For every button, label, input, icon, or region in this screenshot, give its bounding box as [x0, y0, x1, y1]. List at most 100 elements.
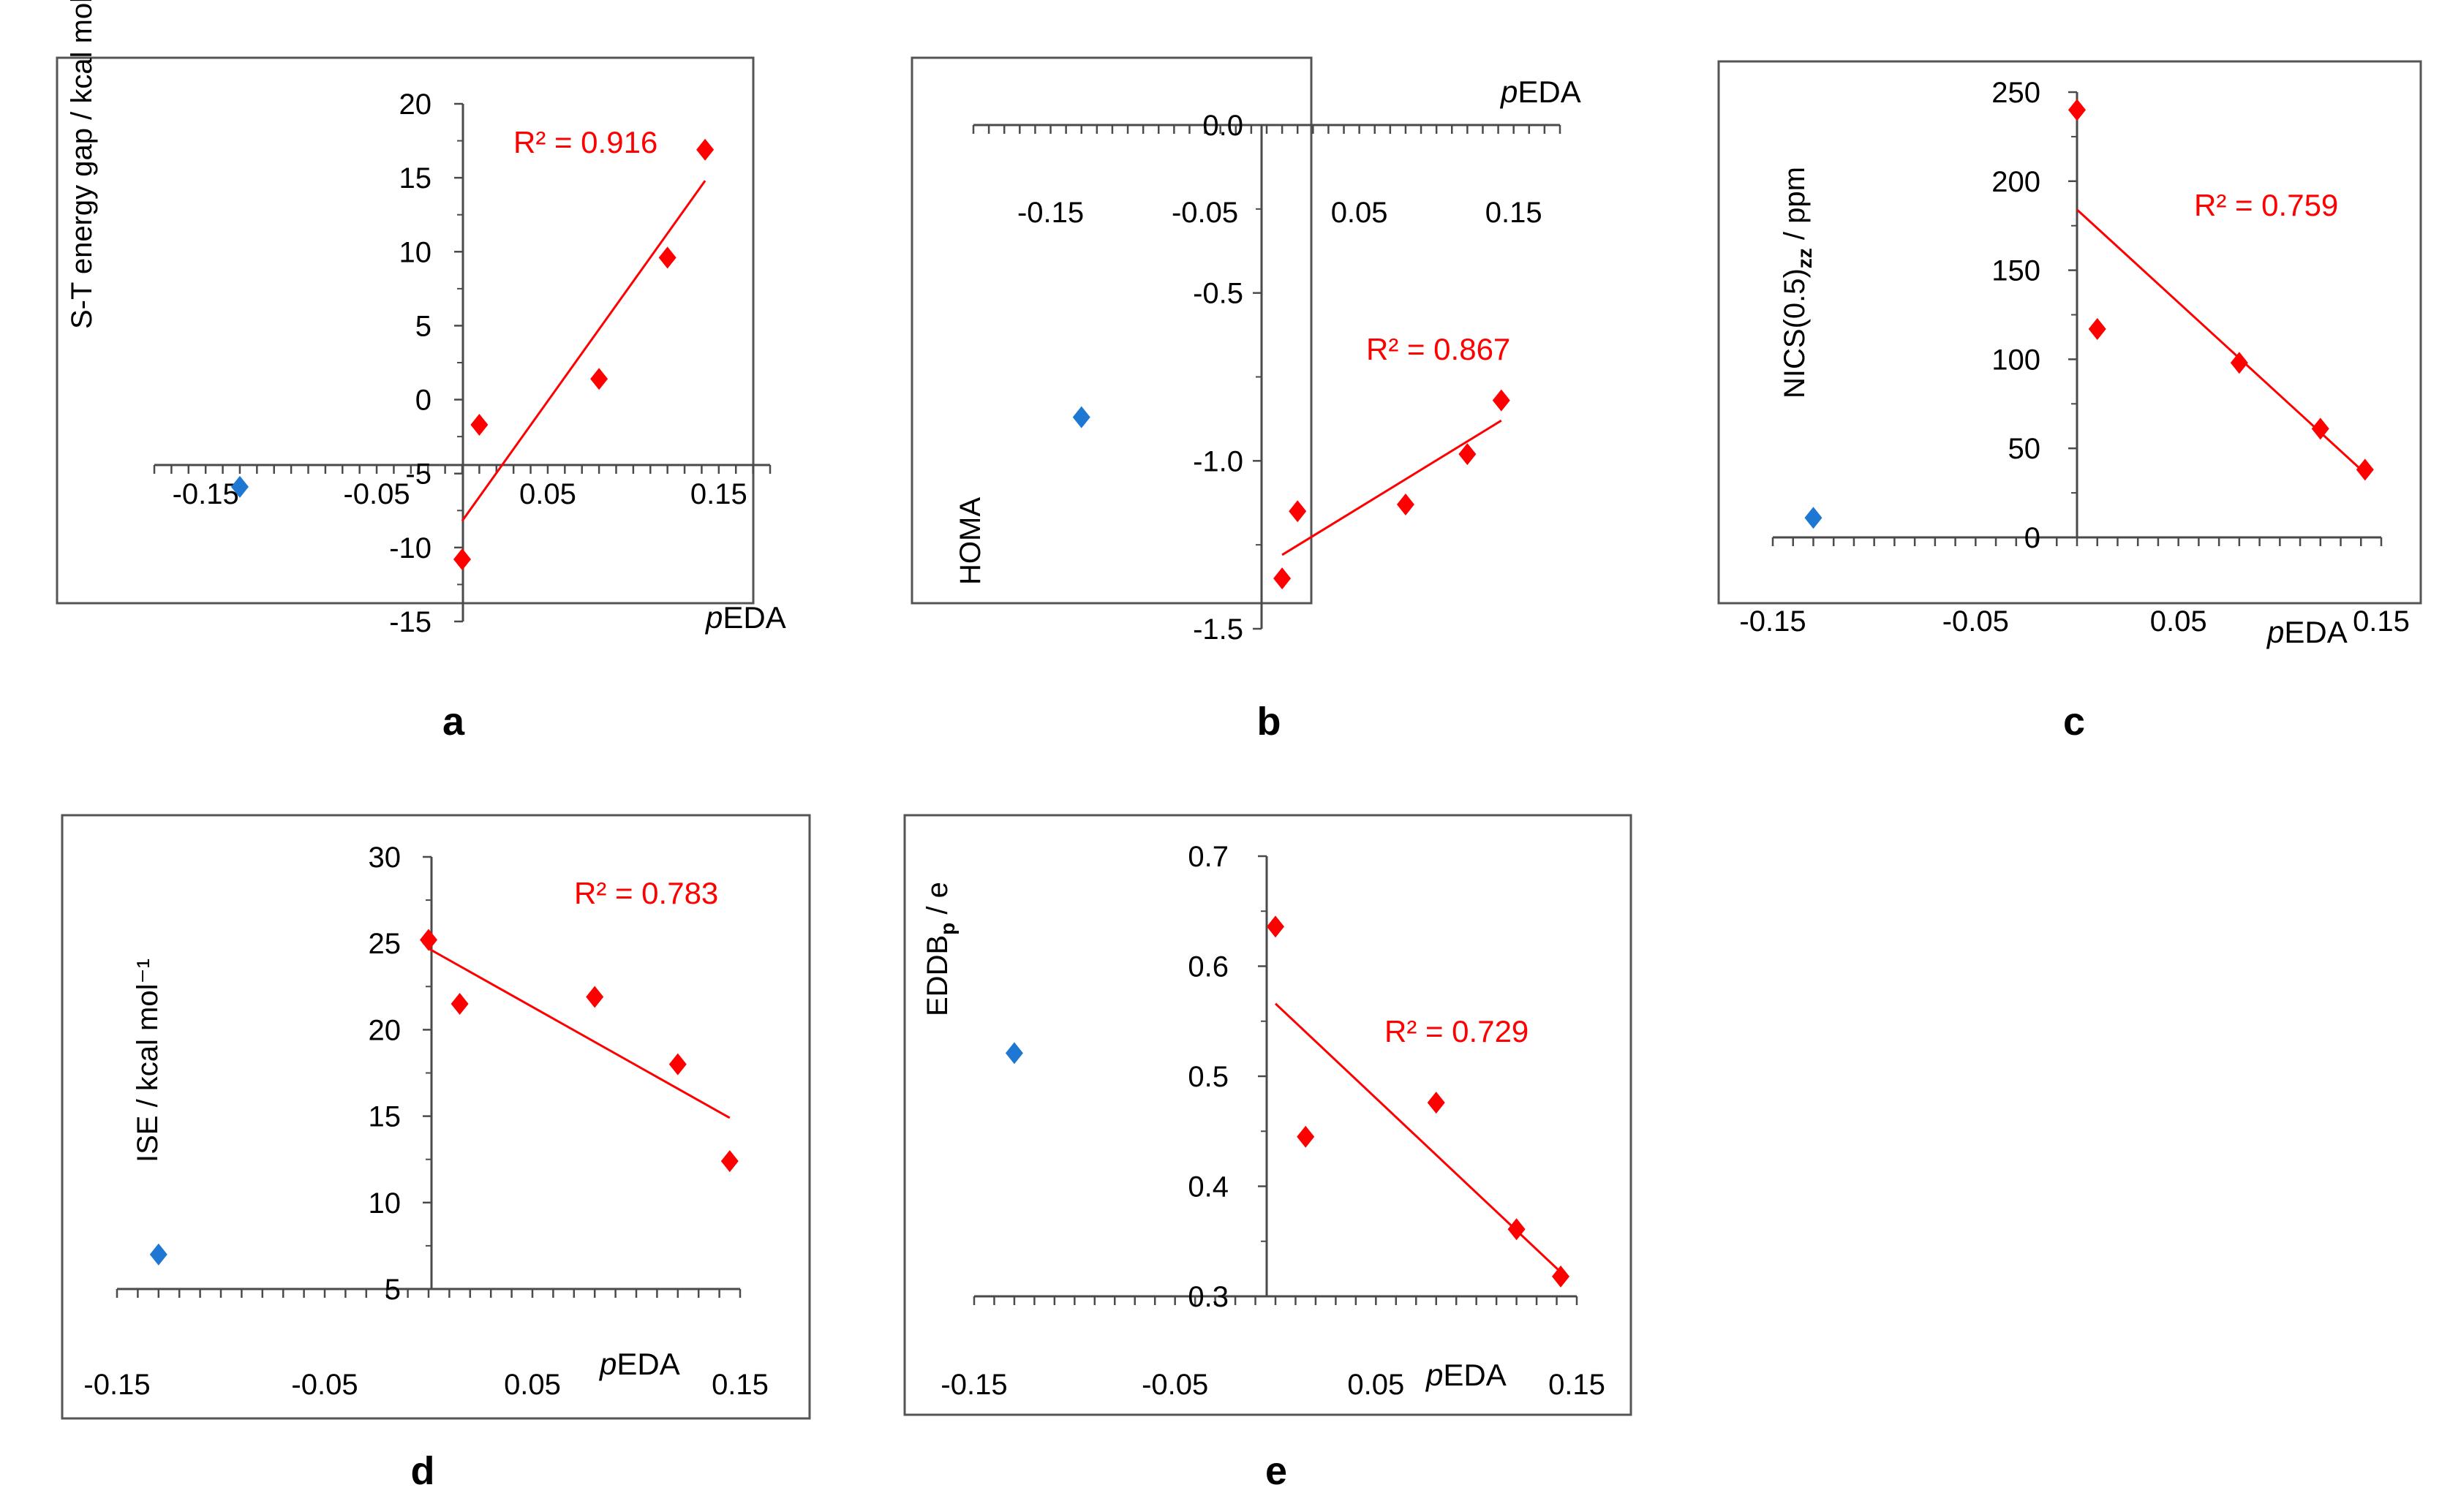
- x-tick-label: 0.05: [504, 1369, 561, 1401]
- y-tick-label: 25: [369, 928, 402, 960]
- data-point-fitted: [1552, 1265, 1570, 1288]
- x-tick-label: 0.15: [712, 1369, 769, 1401]
- y-axis-label: S-T energy gap / kcal mol⁻¹: [66, 0, 98, 329]
- data-point-fitted: [1492, 389, 1510, 412]
- plot-frame: [61, 814, 811, 1420]
- panel-d: -0.15 -0.05 0.05 0.15 5 10 15 20 25 30 pEDA ISE / k…: [61, 814, 811, 1493]
- x-tick-label: 0.15: [1485, 197, 1542, 229]
- y-tick-label: 5: [415, 310, 431, 342]
- r-squared-annotation: R² = 0.867: [1366, 332, 1510, 366]
- r-squared-annotation: R² = 0.759: [2194, 188, 2338, 222]
- x-tick-label: -0.05: [291, 1369, 358, 1401]
- data-point-fitted: [1289, 500, 1307, 523]
- x-tick-label: -0.05: [1942, 605, 2009, 638]
- x-tick-label: -0.15: [173, 478, 239, 510]
- panel-label: d: [411, 1449, 435, 1493]
- y-tick-label: 0.5: [1188, 1061, 1229, 1093]
- y-tick-label: 15: [369, 1101, 402, 1133]
- x-tick-label: 0.05: [519, 478, 576, 510]
- y-tick-label: 100: [1991, 344, 2040, 376]
- y-tick-label: -10: [389, 532, 431, 564]
- panel-label: c: [2063, 700, 2085, 744]
- x-axis-label-rest: EDA: [723, 600, 785, 635]
- panel-e: -0.15 -0.05 0.05 0.150.30.40.50.60.7pEDAEDD…: [903, 814, 1632, 1493]
- y-tick-label: 5: [385, 1274, 401, 1306]
- x-tick-label: 0.15: [1548, 1369, 1605, 1401]
- plot-frame: [56, 56, 755, 605]
- x-axis-label: pEDA: [1499, 75, 1581, 109]
- x-tick-label: 0.15: [690, 478, 747, 510]
- data-point-fitted: [658, 246, 676, 269]
- panel-label: a: [442, 700, 465, 744]
- panel-a: -0.15 -0.05 0.05 0.15 -15 -10 -5 0 5 10 15 20 pEDA S-…: [56, 0, 786, 744]
- y-axis-label: NICS(0.5)zz / ppm: [1779, 167, 1816, 398]
- data-point-fitted: [668, 1053, 687, 1076]
- x-axis-label-italic: p: [2266, 615, 2284, 649]
- data-point-fitted: [1507, 1218, 1526, 1241]
- y-tick-label: 50: [2008, 433, 2041, 465]
- y-axis-label-main: EDDB: [921, 935, 954, 1016]
- y-tick-label: -0.5: [1193, 278, 1243, 310]
- y-tick-label: 10: [369, 1187, 402, 1220]
- data-point-fitted: [1396, 494, 1414, 516]
- data-point-fitted: [420, 929, 437, 951]
- y-tick-label: 30: [369, 842, 402, 874]
- x-axis-label: pEDA: [704, 600, 786, 635]
- data-point-fitted: [2068, 99, 2086, 121]
- x-tick-label: -0.15: [83, 1369, 150, 1401]
- y-tick-label: 20: [399, 88, 432, 121]
- data-point-fitted: [453, 548, 471, 571]
- data-point-fitted: [1267, 915, 1284, 938]
- trendline: [461, 180, 706, 522]
- panel-b: -0.15 -0.05 0.05 0.15 -1.5 -1.0 -0.5 0.0 pEDA HOM…: [911, 56, 1581, 744]
- x-axis-label: pEDA: [2266, 615, 2348, 649]
- y-tick-label: 200: [1991, 166, 2040, 198]
- y-axis-label: ISE / kcal mol⁻¹: [132, 959, 164, 1163]
- y-tick-label: -15: [389, 606, 431, 638]
- x-axis-label: pEDA: [598, 1347, 680, 1381]
- data-point-outlier: [149, 1243, 167, 1266]
- panel-label: e: [1265, 1449, 1287, 1493]
- y-tick-label: 10: [399, 236, 432, 268]
- y-axis-label-sub: p: [936, 923, 959, 935]
- x-axis-label-italic: p: [1499, 75, 1518, 109]
- data-point-fitted: [2311, 417, 2329, 440]
- data-point-fitted: [451, 992, 469, 1015]
- data-point-fitted: [470, 413, 489, 436]
- r-squared-annotation: R² = 0.916: [513, 125, 657, 159]
- x-tick-label: -0.05: [1172, 197, 1238, 229]
- x-axis-label-italic: p: [704, 600, 723, 635]
- data-point-fitted: [2088, 317, 2106, 340]
- r-squared-annotation: R² = 0.729: [1384, 1014, 1529, 1048]
- plot-frame: [911, 56, 1313, 605]
- data-point-outlier: [1804, 507, 1823, 529]
- y-tick-label: 0: [2024, 522, 2040, 554]
- y-tick-label: 20: [369, 1014, 402, 1046]
- x-tick-label: -0.15: [1017, 197, 1084, 229]
- x-axis-label-rest: EDA: [2284, 615, 2347, 649]
- data-point-fitted: [586, 986, 604, 1008]
- y-tick-label: -1.5: [1193, 613, 1243, 646]
- x-axis-label-italic: p: [1425, 1358, 1443, 1392]
- y-axis-label-main: NICS(0.5): [1779, 268, 1811, 398]
- data-point-fitted: [696, 138, 715, 161]
- y-axis-label-rest: / e: [921, 882, 954, 923]
- data-point-fitted: [2356, 458, 2374, 481]
- x-tick-label: 0.15: [2353, 605, 2410, 638]
- y-tick-label: 0: [415, 385, 431, 417]
- x-tick-label: 0.05: [2150, 605, 2207, 638]
- x-tick-label: 0.05: [1331, 197, 1388, 229]
- data-point-outlier: [1072, 406, 1090, 428]
- x-tick-label: -0.15: [941, 1369, 1007, 1401]
- y-tick-label: 0.4: [1188, 1171, 1229, 1203]
- y-axis-label-rest: / ppm: [1779, 167, 1811, 248]
- y-tick-label: -5: [405, 458, 431, 491]
- y-tick-label: 150: [1991, 255, 2040, 287]
- plot-frame: [1717, 60, 2422, 605]
- data-point-fitted: [590, 368, 608, 390]
- trendline: [1281, 419, 1502, 556]
- y-tick-label: 0.7: [1188, 841, 1229, 873]
- data-point-fitted: [720, 1150, 739, 1173]
- x-tick-label: -0.05: [1142, 1369, 1208, 1401]
- x-axis-label-italic: p: [598, 1347, 617, 1381]
